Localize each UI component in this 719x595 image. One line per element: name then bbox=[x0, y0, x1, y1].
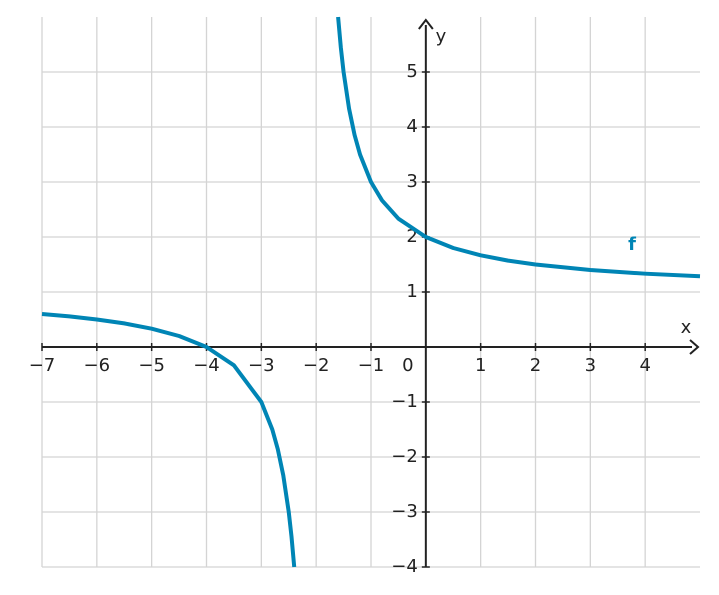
x-axis-arrow bbox=[689, 339, 700, 355]
x-tick-label: −3 bbox=[248, 355, 275, 376]
x-tick-label: 2 bbox=[530, 355, 541, 376]
x-tick-label: 4 bbox=[639, 355, 650, 376]
x-tick-label: −4 bbox=[193, 355, 220, 376]
y-tick-label: −4 bbox=[391, 556, 418, 577]
y-tick-label: −1 bbox=[391, 391, 418, 412]
x-tick-label: −5 bbox=[138, 355, 165, 376]
plot: −7 −6 −5 −4 −3 −2 −1 0 1 2 3 4 −4 −3 −2 −1 1 2 3 4 5 f bbox=[29, 16, 701, 577]
y-tick-label: 4 bbox=[406, 116, 417, 137]
x-tick-label: −2 bbox=[303, 355, 330, 376]
x-tick-label: 3 bbox=[585, 355, 596, 376]
x-axis-label: x bbox=[681, 317, 692, 338]
y-tick-label: −2 bbox=[391, 446, 418, 467]
x-tick-label: 1 bbox=[475, 355, 486, 376]
y-tick-label: 5 bbox=[406, 61, 417, 82]
x-tick-label: 0 bbox=[402, 355, 413, 376]
y-axis-arrow bbox=[418, 18, 434, 30]
y-tick-label: 2 bbox=[406, 226, 417, 247]
y-axis-label: y bbox=[436, 26, 447, 47]
x-tick-label: −1 bbox=[358, 355, 385, 376]
x-tick-label: −7 bbox=[29, 355, 56, 376]
series-label: f bbox=[628, 234, 636, 255]
curve bbox=[41, 16, 701, 568]
x-tick-label: −6 bbox=[84, 355, 111, 376]
y-tick-label: −3 bbox=[391, 501, 418, 522]
y-tick-label: 3 bbox=[406, 171, 417, 192]
y-tick-label: 1 bbox=[406, 281, 417, 302]
